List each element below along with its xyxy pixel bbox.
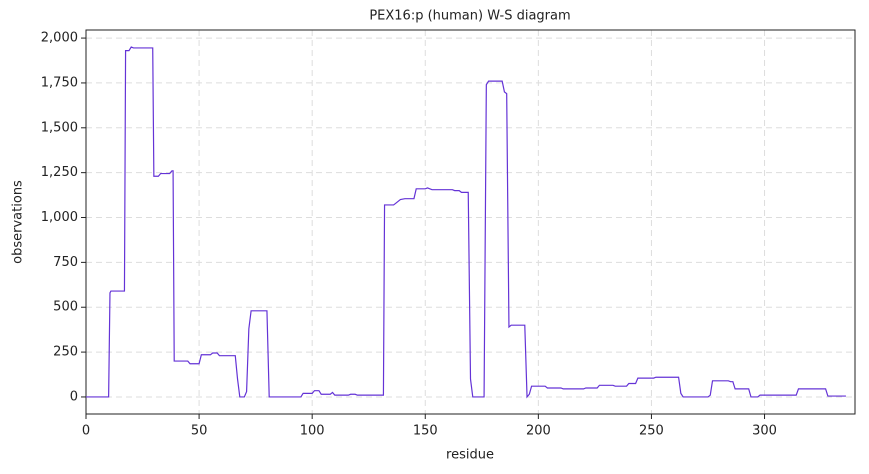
x-tick-label: 50 [191, 424, 208, 439]
y-tick-label: 500 [53, 300, 78, 315]
x-axis-label: residue [446, 448, 494, 463]
data-line [86, 46, 846, 399]
chart-title: PEX16:p (human) W-S diagram [369, 9, 570, 24]
y-tick-label: 1,250 [41, 165, 78, 180]
y-tick-label: 1,500 [41, 120, 78, 135]
y-tick-label: 250 [53, 345, 78, 360]
plot-frame [85, 29, 856, 415]
y-tick-label: 750 [53, 255, 78, 270]
y-tick-label: 2,000 [41, 31, 78, 46]
y-tick-label: 0 [70, 389, 78, 404]
y-axis-label: observations [11, 180, 26, 264]
y-tick-label: 1,000 [41, 210, 78, 225]
y-tick-label: 1,750 [41, 75, 78, 90]
x-tick-label: 100 [300, 424, 325, 439]
x-tick-label: 300 [752, 424, 777, 439]
x-tick-label: 150 [413, 424, 438, 439]
x-tick-label: 0 [82, 424, 90, 439]
x-tick-label: 250 [639, 424, 664, 439]
x-tick-label: 200 [526, 424, 551, 439]
